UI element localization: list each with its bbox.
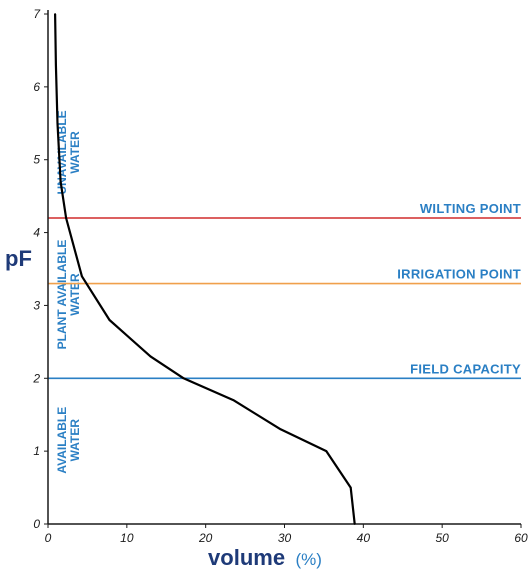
x-tick-label: 0 <box>45 531 52 545</box>
x-axis-title: volume (%) <box>208 545 322 570</box>
zone-label-line: WATER <box>68 131 82 174</box>
pf-curve-point <box>54 64 57 66</box>
pf-curve-point <box>108 319 111 321</box>
pf-curve-point <box>279 428 282 431</box>
pf-curve-point <box>182 377 185 380</box>
reference-lines: WILTING POINT IRRIGATION POINT FIELD CAPAC… <box>48 201 521 380</box>
series-group <box>54 13 356 525</box>
y-tick-label: 4 <box>33 226 40 240</box>
y-tick-label: 3 <box>33 298 40 312</box>
reference-line-label: FIELD CAPACITY <box>410 361 521 376</box>
x-tick-label: 30 <box>278 531 292 545</box>
zone-label: AVAILABLE WATER <box>55 407 82 474</box>
reference-line-label: IRRIGATION POINT <box>397 267 521 282</box>
pf-curve-point <box>65 217 68 219</box>
zone-label-line: AVAILABLE <box>55 407 69 474</box>
x-tick-label: 10 <box>120 531 134 545</box>
pf-curve-point <box>353 523 356 525</box>
pf-curve-point <box>149 355 152 358</box>
x-axis-title-unit: (%) <box>296 550 322 569</box>
x-tick-label: 60 <box>514 531 528 545</box>
y-axis-title: pF <box>5 246 32 271</box>
reference-line-label: WILTING POINT <box>420 201 521 216</box>
pf-curve-point <box>232 399 235 402</box>
zone-label: PLANT AVAILABLE WATER <box>55 240 82 350</box>
y-tick-label: 0 <box>33 517 40 531</box>
x-tick-label: 50 <box>435 531 449 545</box>
x-tick-label: 20 <box>198 531 213 545</box>
x-axis-title-text: volume <box>208 545 285 570</box>
x-tick-label: 40 <box>357 531 371 545</box>
y-tick-label: 5 <box>33 153 40 167</box>
pf-curve-point <box>325 450 328 453</box>
tick-labels: 0 10 20 30 40 50 60 0 1 2 3 4 5 6 7 <box>32 7 528 545</box>
pf-curve-point <box>349 486 352 489</box>
y-tick-label: 6 <box>33 80 40 94</box>
pf-curve-point <box>54 13 56 15</box>
y-tick-label: 7 <box>33 7 41 21</box>
pf-curve-point <box>80 275 83 278</box>
zone-label-line: PLANT AVAILABLE <box>55 240 69 350</box>
y-tick-label: 1 <box>33 444 40 458</box>
y-tick-label: 2 <box>32 371 40 385</box>
zone-label-line: WATER <box>68 273 82 316</box>
pf-curve-point <box>56 122 59 125</box>
zone-label-line: WATER <box>68 419 82 462</box>
pf-curve-point <box>59 180 62 183</box>
pf-curve <box>54 13 356 525</box>
